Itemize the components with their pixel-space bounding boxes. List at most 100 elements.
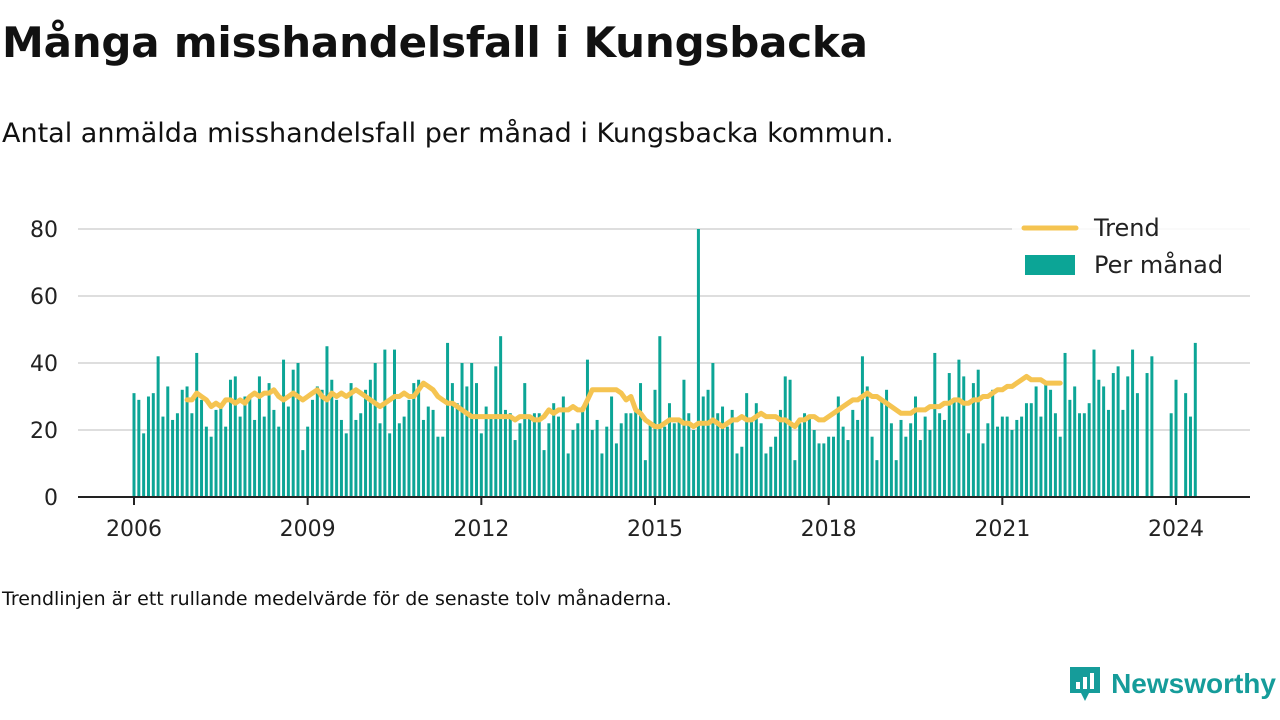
bar <box>634 409 638 497</box>
bar <box>1131 349 1135 497</box>
bar <box>860 356 864 497</box>
bar <box>1184 393 1188 497</box>
bar <box>778 409 782 497</box>
bar <box>291 369 295 497</box>
bar <box>180 389 184 497</box>
bar <box>1188 416 1192 497</box>
bar <box>1010 430 1014 497</box>
bar <box>1000 416 1004 497</box>
bar <box>1078 413 1082 497</box>
bar <box>745 393 749 497</box>
bar <box>658 336 662 497</box>
bar <box>243 396 247 497</box>
bar <box>1068 399 1072 497</box>
bar <box>822 443 826 497</box>
bar <box>764 453 768 497</box>
bar <box>831 436 835 497</box>
bar <box>614 443 618 497</box>
bar <box>547 423 551 497</box>
bar <box>1039 416 1043 497</box>
bar <box>272 409 276 497</box>
bar <box>142 433 146 497</box>
bar <box>146 396 150 497</box>
bar <box>301 450 305 497</box>
bar <box>856 419 860 497</box>
bar <box>706 389 710 497</box>
bar <box>383 349 387 497</box>
bar <box>171 419 175 497</box>
newsworthy-logo-icon <box>1070 667 1101 701</box>
bar <box>595 419 599 497</box>
bar <box>557 416 561 497</box>
bar <box>257 376 261 497</box>
bar <box>407 399 411 497</box>
bar <box>600 453 604 497</box>
bar <box>639 383 643 497</box>
bar <box>166 386 170 497</box>
bar <box>1020 416 1024 497</box>
bar <box>1150 356 1154 497</box>
bar <box>798 423 802 497</box>
bar <box>894 460 898 497</box>
bar <box>1121 409 1125 497</box>
bar <box>320 389 324 497</box>
bar <box>513 440 517 497</box>
bar <box>518 423 522 497</box>
bar <box>359 413 363 497</box>
bar <box>1145 373 1149 497</box>
bar <box>759 423 763 497</box>
bar <box>962 376 966 497</box>
bar <box>1126 376 1130 497</box>
bar <box>402 416 406 497</box>
bar <box>277 426 281 497</box>
bar <box>1087 403 1091 497</box>
bar <box>880 399 884 497</box>
bar <box>653 389 657 497</box>
bar <box>889 423 893 497</box>
bar <box>721 406 725 497</box>
bar <box>470 363 474 497</box>
bar <box>306 426 310 497</box>
bar <box>368 379 372 497</box>
bar <box>475 383 479 497</box>
bar <box>349 383 353 497</box>
bar <box>624 413 628 497</box>
bar <box>1063 352 1067 497</box>
bars <box>132 229 1197 497</box>
bar <box>330 379 334 497</box>
bar <box>479 433 483 497</box>
bar <box>1116 366 1120 497</box>
bar <box>793 460 797 497</box>
x-tick-label: 2012 <box>453 517 509 542</box>
bar <box>783 376 787 497</box>
bar <box>339 419 343 497</box>
bar <box>981 443 985 497</box>
bar <box>923 416 927 497</box>
bar <box>1073 386 1077 497</box>
bar <box>576 423 580 497</box>
bar <box>1169 413 1173 497</box>
bar <box>335 399 339 497</box>
y-tick-label: 0 <box>44 486 58 511</box>
bar <box>812 430 816 497</box>
bar <box>219 406 223 497</box>
bar <box>286 406 290 497</box>
bar <box>426 406 430 497</box>
bar <box>228 379 232 497</box>
bar <box>933 352 937 497</box>
bar <box>841 426 845 497</box>
bar <box>885 389 889 497</box>
bar <box>711 363 715 497</box>
bar <box>1092 349 1096 497</box>
bar <box>976 369 980 497</box>
bar <box>701 396 705 497</box>
brand-logo: Newsworthy <box>1067 664 1276 704</box>
bar <box>446 342 450 497</box>
x-tick-label: 2024 <box>1148 517 1204 542</box>
bar <box>619 423 623 497</box>
bar <box>1106 409 1110 497</box>
bar <box>1174 379 1178 497</box>
page-title: Många misshandelsfall i Kungsbacka <box>2 18 868 67</box>
bar <box>663 426 667 497</box>
bar <box>1015 419 1019 497</box>
